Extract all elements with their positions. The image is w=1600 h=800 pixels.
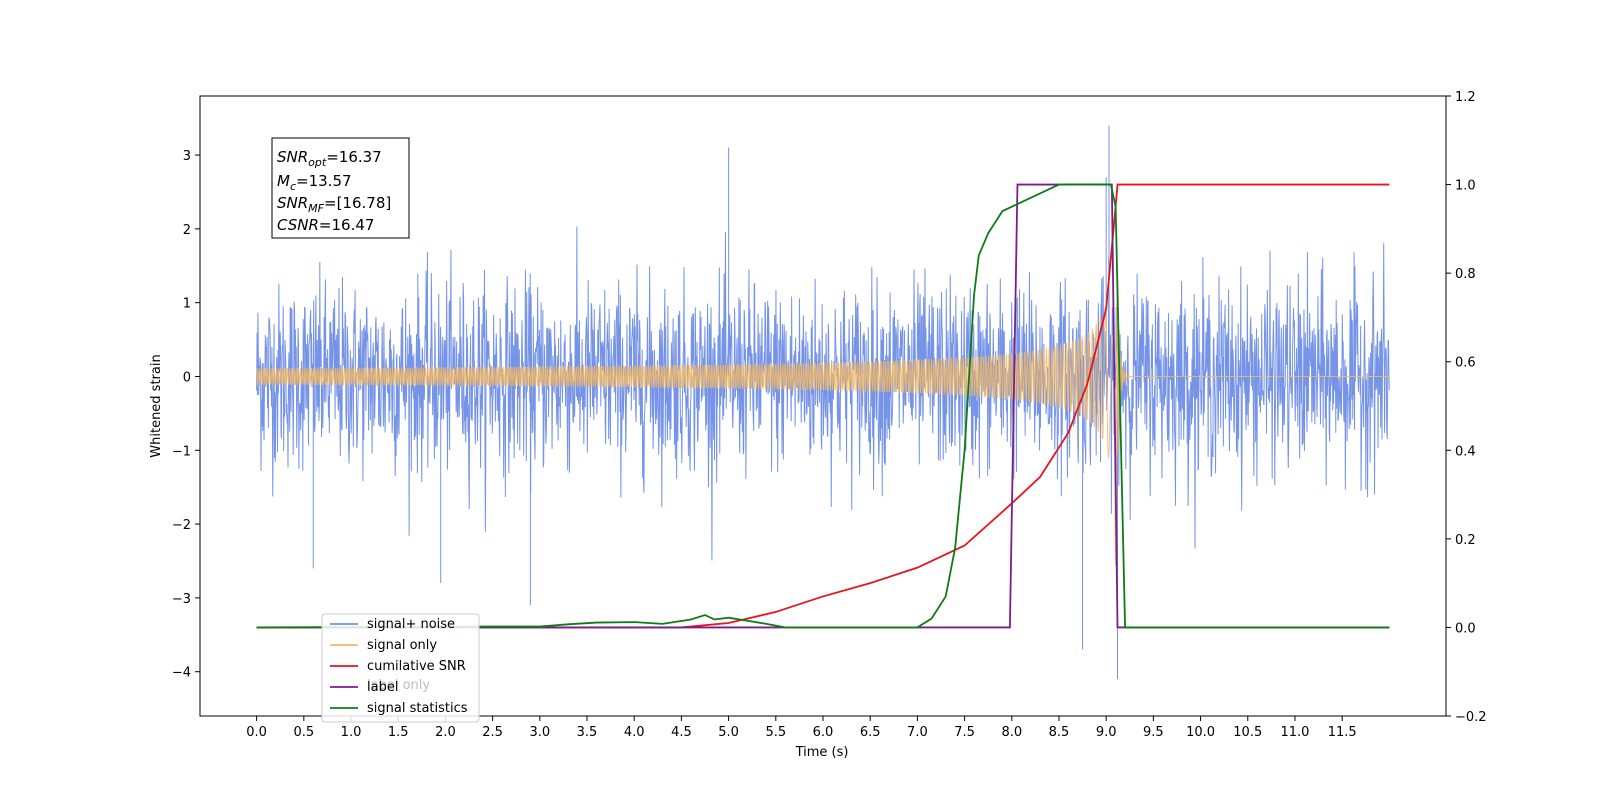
- y-right-tick-label: −0.2: [1455, 710, 1487, 725]
- x-tick-label: 11.5: [1328, 725, 1357, 740]
- x-tick-label: 8.5: [1049, 725, 1070, 740]
- x-tick-label: 6.0: [813, 725, 834, 740]
- legend-item: signal+ noise: [330, 617, 455, 632]
- x-axis-label: Time (s): [795, 745, 849, 760]
- y-right-tick-label: 0.8: [1455, 267, 1476, 282]
- x-tick-label: 6.5: [860, 725, 881, 740]
- legend-item: cumilative SNR: [330, 659, 466, 674]
- x-tick-label: 8.0: [1001, 725, 1022, 740]
- x-tick-label: 1.5: [388, 725, 409, 740]
- legend-label: signal only: [367, 638, 437, 653]
- plot-area: [256, 125, 1390, 680]
- y-left-tick-label: 1: [183, 297, 191, 312]
- y-right-tick-label: 1.0: [1455, 179, 1476, 194]
- x-tick-label: 5.0: [718, 725, 739, 740]
- series-cumulative-snr: [256, 183, 1390, 629]
- legend-item: signal statistics: [330, 701, 468, 716]
- x-tick-label: 10.5: [1233, 725, 1262, 740]
- annotation-box: SNRopt=16.37 Mc=13.57 SNRMF=[16.78] CSNR…: [271, 137, 410, 239]
- x-tick-label: 1.0: [341, 725, 362, 740]
- y-left-tick-label: 2: [183, 223, 191, 238]
- x-tick-label: 0.5: [293, 725, 314, 740]
- x-tick-label: 9.0: [1096, 725, 1117, 740]
- y-right-tick-label: 0.2: [1455, 533, 1476, 548]
- series-signal-only: [256, 267, 1390, 566]
- legend-label: cumilative SNR: [367, 659, 466, 674]
- x-axis: 0.0 0.5 1.0 1.5 2.0 2.5 3.0 3.5 4.0 4.5 5.0 5.5 6.0 6…: [246, 716, 1357, 740]
- y-right-tick-label: 0.0: [1455, 621, 1476, 636]
- legend: label only signal+ noise signal only cumil…: [321, 613, 480, 723]
- annotation-mc: Mc=13.57: [277, 172, 352, 193]
- legend-label: signal+ noise: [367, 617, 455, 632]
- x-tick-label: 11.0: [1280, 725, 1309, 740]
- legend-overlay-text: label only: [367, 678, 430, 693]
- y-axis-left: −4 −3 −2 −1 0 1 2 3: [172, 149, 200, 681]
- x-tick-label: 3.5: [577, 725, 598, 740]
- x-tick-label: 9.5: [1143, 725, 1164, 740]
- x-tick-label: 4.0: [624, 725, 645, 740]
- series-signal-statistics: [256, 183, 1390, 629]
- y-left-tick-label: −4: [172, 666, 191, 681]
- y-left-tick-label: −3: [172, 592, 191, 607]
- y-right-tick-label: 1.2: [1455, 90, 1476, 105]
- x-tick-label: 7.5: [954, 725, 975, 740]
- legend-label: label: [367, 680, 398, 695]
- x-tick-label: 7.0: [907, 725, 928, 740]
- y-left-tick-label: −1: [172, 444, 191, 459]
- y-axis-right: −0.2 0.0 0.2 0.4 0.6 0.8 1.0 1.2: [1446, 90, 1487, 725]
- x-tick-label: 0.0: [246, 725, 267, 740]
- x-tick-label: 2.5: [482, 725, 503, 740]
- x-tick-label: 3.0: [529, 725, 550, 740]
- legend-item: label: [330, 680, 398, 695]
- annotation-csnr: CSNR=16.47: [277, 216, 374, 234]
- y-left-tick-label: −2: [172, 518, 191, 533]
- x-tick-label: 10.0: [1186, 725, 1215, 740]
- y-axis-label: Whitened strain: [149, 354, 164, 457]
- y-left-tick-label: 3: [183, 149, 191, 164]
- x-tick-label: 2.0: [435, 725, 456, 740]
- y-left-tick-label: 0: [183, 370, 191, 385]
- x-tick-label: 4.5: [671, 725, 692, 740]
- annotation-snr-mf: SNRMF=[16.78]: [277, 194, 391, 215]
- annotation-snr-opt: SNRopt=16.37: [277, 148, 382, 169]
- legend-label: signal statistics: [367, 701, 468, 716]
- x-tick-label: 5.5: [765, 725, 786, 740]
- y-right-tick-label: 0.6: [1455, 356, 1476, 371]
- y-right-tick-label: 0.4: [1455, 444, 1476, 459]
- legend-item: signal only: [330, 638, 437, 653]
